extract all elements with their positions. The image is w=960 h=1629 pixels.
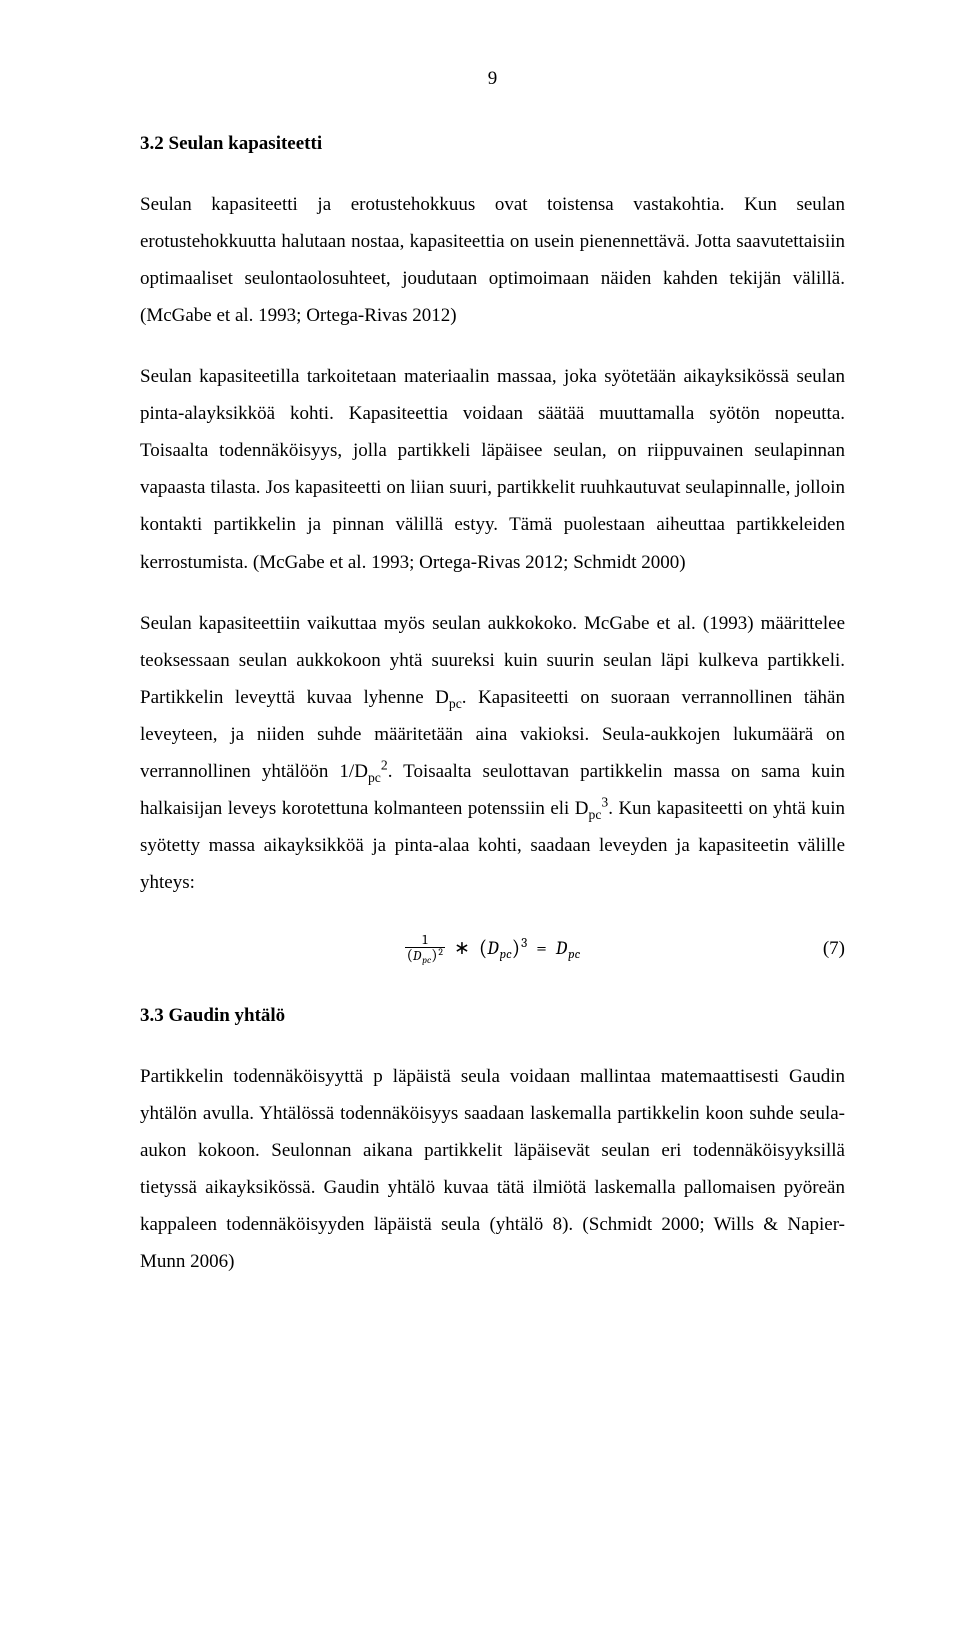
section-heading-3-3: 3.3 Gaudin yhtälö (140, 997, 845, 1034)
paragraph-3: Seulan kapasiteettiin vaikuttaa myös seu… (140, 605, 845, 901)
equals-op: = (533, 930, 550, 967)
fraction-numerator: 1 (420, 933, 429, 948)
multiply-op: ∗ (451, 930, 473, 967)
term-dpc-cubed: Dpc 3 (479, 928, 527, 971)
section-heading-3-2: 3.2 Seulan kapasiteetti (140, 125, 845, 162)
paragraph-4: Partikkelin todennäköisyyttä p läpäistä … (140, 1058, 845, 1280)
equation-number: (7) (823, 930, 845, 967)
paragraph-1: Seulan kapasiteetti ja erotustehokkuus o… (140, 186, 845, 334)
page-number: 9 (140, 60, 845, 97)
paragraph-2: Seulan kapasiteetilla tarkoitetaan mater… (140, 358, 845, 580)
term-dpc: Dpc (556, 930, 580, 967)
fraction: 1 Dpc 2 (405, 933, 445, 966)
equation-7: 1 Dpc 2 ∗ Dpc 3 = Dpc (7) (140, 925, 845, 973)
equation-expression: 1 Dpc 2 ∗ Dpc 3 = Dpc (405, 928, 580, 971)
fraction-denominator: Dpc 2 (405, 947, 445, 965)
